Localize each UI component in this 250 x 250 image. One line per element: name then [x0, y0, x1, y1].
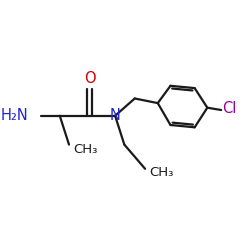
Text: O: O [84, 71, 96, 86]
Text: CH₃: CH₃ [74, 143, 98, 156]
Text: Cl: Cl [222, 101, 237, 116]
Text: CH₃: CH₃ [150, 166, 174, 179]
Text: H₂N: H₂N [1, 108, 29, 123]
Text: N: N [110, 108, 120, 123]
